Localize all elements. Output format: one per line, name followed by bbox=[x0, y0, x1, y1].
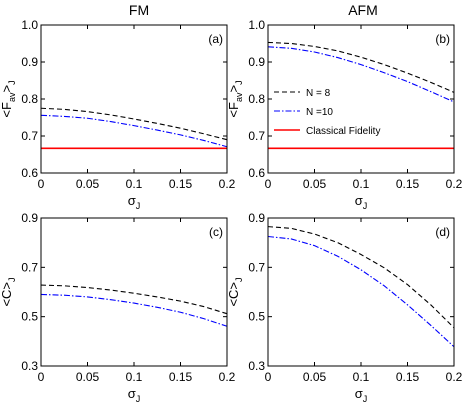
y-axis-label: <Fav>J bbox=[0, 80, 17, 117]
x-tick-label: 0 bbox=[38, 177, 45, 191]
y-tick-label: 0.5 bbox=[248, 310, 265, 324]
x-tick-label: 0.1 bbox=[126, 177, 143, 191]
x-tick-label: 0.1 bbox=[353, 177, 370, 191]
series-line-n8 bbox=[40, 284, 228, 315]
x-tick-label: 0.1 bbox=[353, 370, 370, 384]
y-tick-label: 0.8 bbox=[21, 92, 38, 106]
x-tick-label: 0.2 bbox=[446, 177, 463, 191]
series-line-n10 bbox=[40, 293, 228, 327]
series-line-n10 bbox=[267, 235, 455, 348]
legend-label: Classical Fidelity bbox=[306, 126, 380, 137]
plot-frame bbox=[40, 217, 228, 367]
panel-label: (a) bbox=[208, 32, 223, 46]
x-axis-label: σJ bbox=[128, 193, 141, 211]
panel-a: 0 0.05 0.1 0.15 0.2 0.6 0.7 0.8 0.9 1.0 σJ <Fav>J (a… bbox=[0, 18, 236, 211]
legend: N = 8 N =10 Classical Fidelity bbox=[274, 88, 380, 137]
y-tick-label: 0.5 bbox=[21, 310, 38, 324]
x-tick-label: 0.2 bbox=[219, 370, 236, 384]
y-tick-label: 0.9 bbox=[21, 55, 38, 69]
series-line-n8 bbox=[40, 107, 228, 141]
panel-label: (c) bbox=[209, 225, 223, 239]
y-tick-label: 1.0 bbox=[21, 18, 38, 32]
x-tick-label: 0.15 bbox=[396, 177, 420, 191]
x-tick-label: 0.15 bbox=[396, 370, 420, 384]
x-tick-label: 0 bbox=[38, 370, 45, 384]
y-axis-label: <C>J bbox=[226, 277, 244, 306]
plot-frame bbox=[40, 24, 228, 174]
y-tick-label: 0.9 bbox=[248, 211, 265, 225]
x-tick-label: 0.2 bbox=[219, 177, 236, 191]
column-title-afm: AFM bbox=[348, 2, 378, 18]
panel-label: (b) bbox=[435, 32, 450, 46]
series-line-n10 bbox=[267, 46, 455, 103]
legend-label: N = 8 bbox=[306, 88, 331, 99]
series-line-n8 bbox=[267, 41, 455, 93]
x-tick-label: 0.15 bbox=[169, 177, 193, 191]
y-tick-label: 0.3 bbox=[248, 359, 265, 373]
panel-d: 0 0.05 0.1 0.15 0.2 0.3 0.5 0.7 0.9 σJ <C>J (d) bbox=[226, 211, 463, 404]
x-tick-label: 0.15 bbox=[169, 370, 193, 384]
y-tick-label: 0.9 bbox=[21, 211, 38, 225]
y-tick-label: 0.7 bbox=[21, 260, 38, 274]
y-tick-label: 0.8 bbox=[248, 92, 265, 106]
x-tick-label: 0 bbox=[265, 177, 272, 191]
x-tick-label: 0 bbox=[265, 370, 272, 384]
plot-frame bbox=[267, 24, 455, 174]
y-tick-label: 0.6 bbox=[21, 166, 38, 180]
legend-label: N =10 bbox=[306, 107, 333, 118]
y-tick-label: 0.3 bbox=[21, 359, 38, 373]
y-tick-label: 0.7 bbox=[248, 129, 265, 143]
x-tick-label: 0.05 bbox=[303, 370, 327, 384]
series-line-n8 bbox=[267, 226, 455, 329]
x-tick-label: 0.05 bbox=[303, 177, 327, 191]
series-line-n10 bbox=[40, 114, 228, 148]
y-axis-label: <Fav>J bbox=[226, 80, 244, 117]
y-tick-label: 0.7 bbox=[248, 260, 265, 274]
x-axis-label: σJ bbox=[355, 386, 368, 404]
x-tick-label: 0.05 bbox=[76, 177, 100, 191]
x-tick-label: 0.1 bbox=[126, 370, 143, 384]
panel-b: 0 0.05 0.1 0.15 0.2 0.6 0.7 0.8 0.9 1.0 σJ <Fav>J (b… bbox=[226, 18, 463, 211]
y-tick-label: 0.9 bbox=[248, 55, 265, 69]
y-axis-label: <C>J bbox=[0, 277, 17, 306]
y-tick-label: 0.6 bbox=[248, 166, 265, 180]
y-tick-label: 0.7 bbox=[21, 129, 38, 143]
panel-c: 0 0.05 0.1 0.15 0.2 0.3 0.5 0.7 0.9 σJ <C>J (c) bbox=[0, 211, 236, 404]
y-tick-label: 1.0 bbox=[248, 18, 265, 32]
panel-label: (d) bbox=[435, 225, 450, 239]
x-tick-label: 0.05 bbox=[76, 370, 100, 384]
x-axis-label: σJ bbox=[355, 193, 368, 211]
x-tick-label: 0.2 bbox=[446, 370, 463, 384]
column-title-fm: FM bbox=[129, 2, 149, 18]
x-axis-label: σJ bbox=[128, 386, 141, 404]
